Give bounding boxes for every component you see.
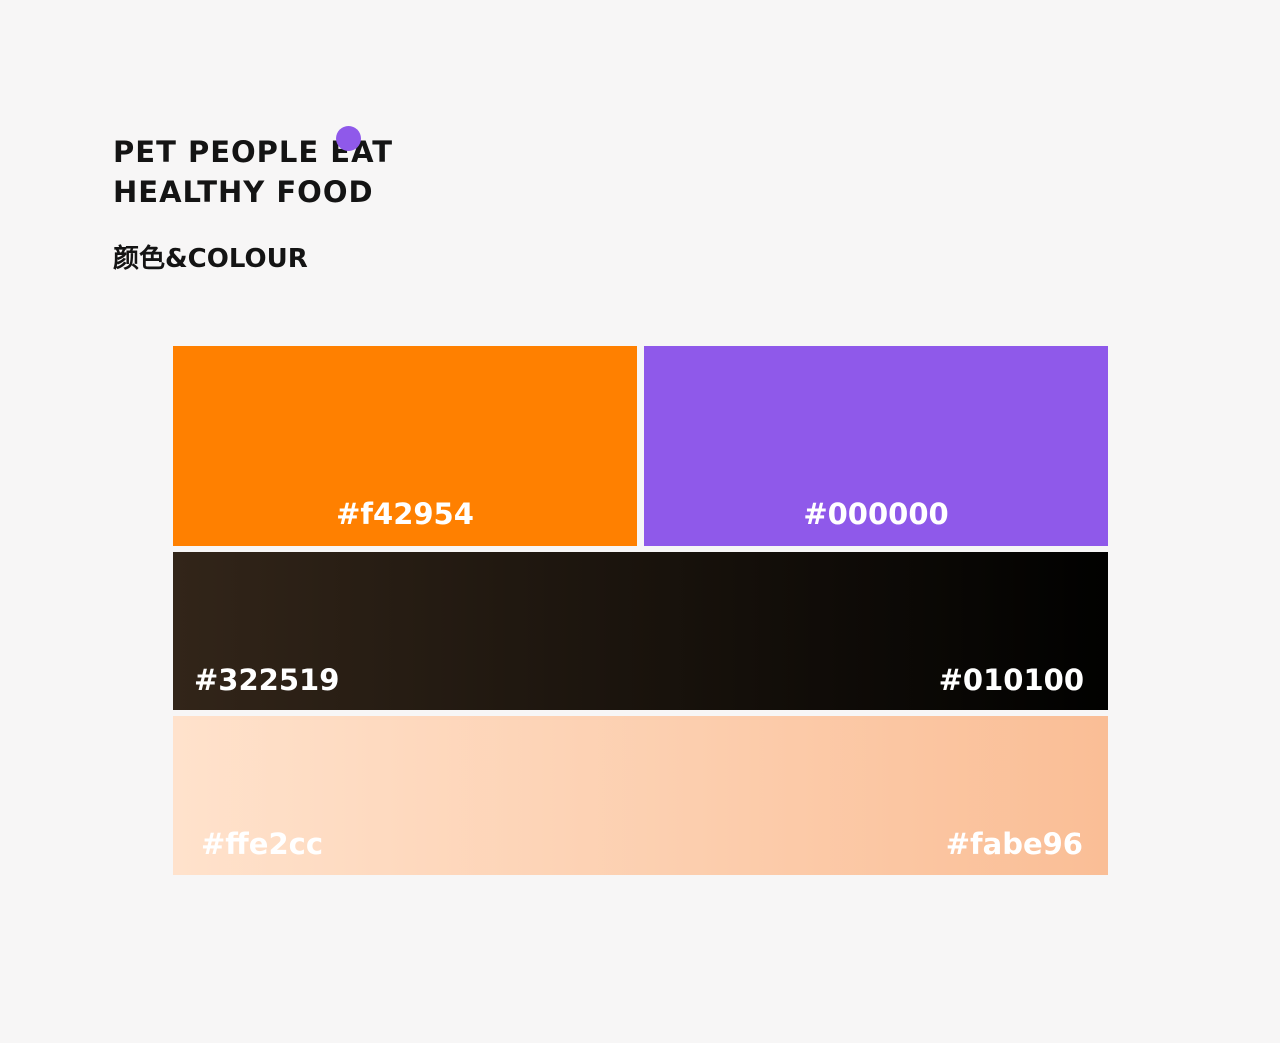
dark-gradient-swatch: #322519 #010100	[173, 552, 1108, 710]
peach-gradient-start-label: #ffe2cc	[201, 827, 324, 861]
orange-swatch: #f42954	[173, 346, 637, 546]
peach-gradient-swatch: #ffe2cc #fabe96	[173, 716, 1108, 875]
dark-gradient-start-label: #322519	[194, 663, 340, 697]
accent-dot-icon	[336, 126, 361, 151]
brand-title: PET PEOPLE EAT HEALTHY FOOD	[113, 132, 513, 212]
title-line-1: PET PEOPLE EAT	[113, 135, 394, 169]
purple-swatch-label: #000000	[803, 497, 949, 531]
dark-gradient-end-label: #010100	[938, 663, 1084, 697]
orange-swatch-label: #f42954	[336, 497, 474, 531]
section-subtitle: 颜色&COLOUR	[113, 244, 308, 274]
title-line-2: HEALTHY FOOD	[113, 175, 374, 209]
purple-swatch: #000000	[644, 346, 1108, 546]
peach-gradient-end-label: #fabe96	[945, 827, 1083, 861]
